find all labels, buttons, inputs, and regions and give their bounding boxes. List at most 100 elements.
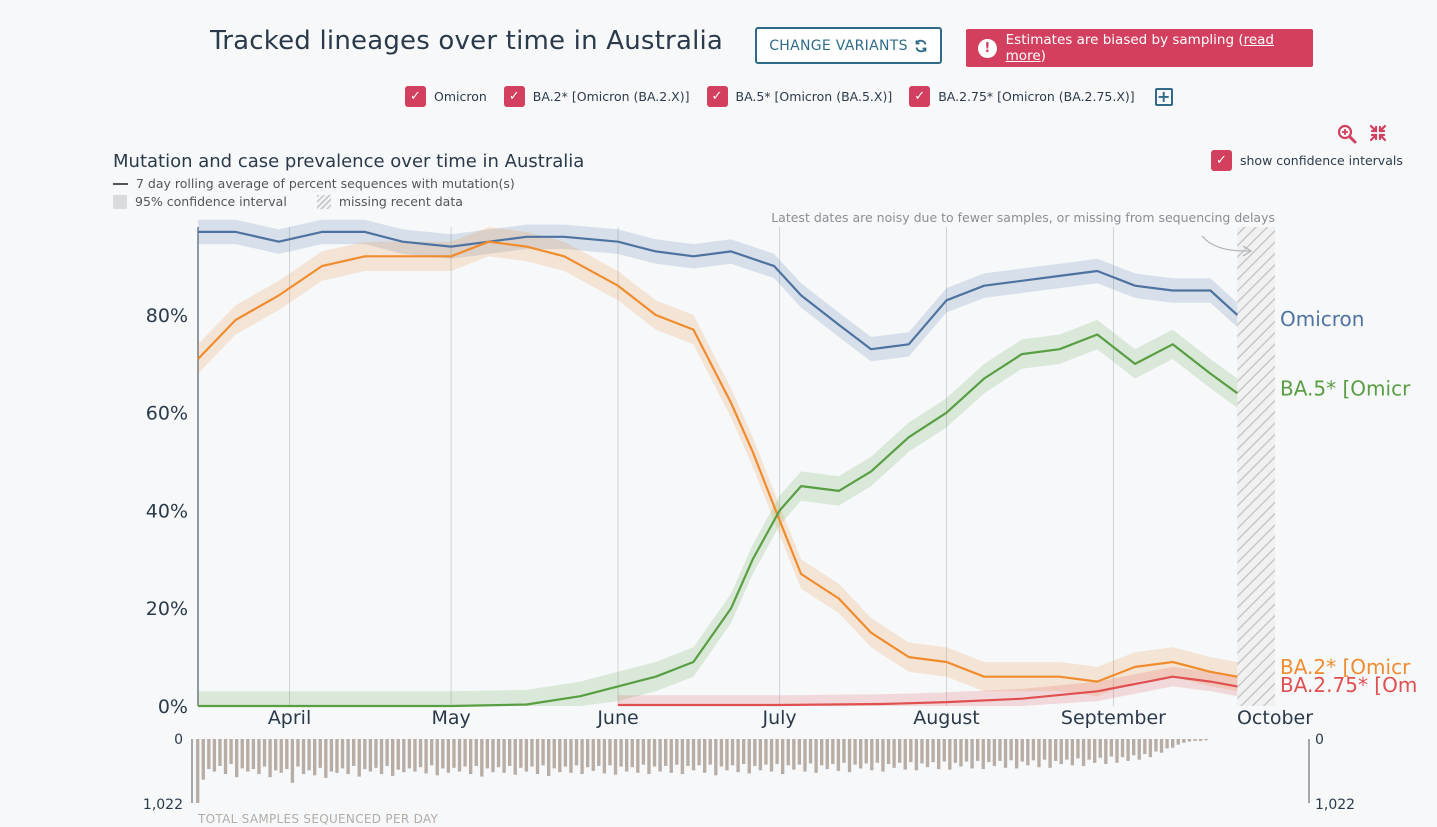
sample-bar: [223, 739, 228, 775]
y-tick-label: 0%: [158, 696, 188, 718]
sample-bar: [446, 739, 451, 773]
sample-bar: [519, 739, 523, 768]
sample-bar: [262, 739, 267, 767]
sample-bar: [1081, 739, 1086, 766]
sample-bar: [569, 739, 573, 773]
sample-bar: [1204, 739, 1208, 741]
sample-bar: [1059, 739, 1063, 765]
sample-bar: [329, 739, 334, 772]
sample-bar: [435, 739, 439, 776]
ci-band: [198, 219, 1238, 362]
sample-bar: [814, 739, 818, 773]
sample-bar: [1171, 739, 1175, 748]
change-variants-button[interactable]: CHANGE VARIANTS: [755, 27, 942, 64]
sample-bar: [385, 739, 389, 766]
sample-bar: [541, 739, 545, 766]
sample-bar: [964, 739, 969, 762]
sample-bar: [1154, 739, 1158, 752]
sample-bar: [1026, 739, 1030, 766]
checkbox-checked-icon[interactable]: ✓: [405, 86, 426, 107]
y-tick-label: 60%: [146, 403, 188, 425]
x-tick-label: June: [596, 707, 638, 729]
sample-bar: [870, 739, 874, 771]
sample-bar: [502, 739, 506, 773]
checkbox-checked-icon[interactable]: ✓: [909, 86, 931, 107]
annotation-arrowhead: [1242, 245, 1253, 257]
sample-bar: [675, 739, 679, 765]
sample-bar: [1042, 739, 1047, 760]
sample-bar: [547, 739, 551, 776]
checkbox-checked-icon[interactable]: ✓: [1211, 150, 1232, 171]
sample-bar: [368, 739, 373, 772]
sample-bar: [1148, 739, 1153, 758]
series-end-label: BA.5* [Omicr: [1280, 376, 1411, 400]
sample-bar: [1187, 739, 1192, 742]
sample-bar: [797, 739, 802, 765]
sample-bar: [246, 739, 250, 772]
x-tick-label: July: [761, 707, 796, 729]
sample-bar: [391, 739, 395, 776]
sample-bar: [875, 739, 880, 763]
x-tick-label: May: [431, 707, 470, 729]
sample-bar: [808, 739, 813, 764]
checkbox-checked-icon[interactable]: ✓: [706, 86, 728, 107]
sample-bar: [508, 739, 512, 766]
sample-bar: [1009, 739, 1013, 761]
sample-bar: [625, 739, 629, 772]
sample-bar: [340, 739, 345, 769]
zoom-in-icon[interactable]: [1337, 124, 1357, 144]
sample-bar: [1165, 739, 1169, 749]
sample-bar: [836, 739, 841, 771]
variant-selector: ✓ Omicron ✓ BA.2* [Omicron (BA.2.X)] ✓ B…: [405, 86, 1173, 107]
sample-bar: [781, 739, 785, 775]
variant-omicron[interactable]: ✓ Omicron: [405, 86, 487, 107]
checkbox-checked-icon[interactable]: ✓: [503, 86, 525, 107]
sample-bar: [909, 739, 913, 763]
sample-bar: [313, 739, 317, 776]
variant-ba5[interactable]: ✓ BA.5* [Omicron (BA.5.X)]: [706, 86, 892, 107]
show-ci-toggle[interactable]: ✓ show confidence intervals: [1211, 150, 1403, 171]
sample-bar: [379, 739, 384, 775]
sampling-bias-warning: ! Estimates are biased by sampling (read…: [966, 29, 1313, 67]
legend-missing: missing recent data: [338, 194, 463, 209]
legend-row-1: 7 day rolling average of percent sequenc…: [113, 176, 515, 191]
sample-bar: [1193, 739, 1197, 741]
sample-bar: [268, 739, 272, 778]
sample-bar: [1020, 739, 1024, 762]
sample-bar: [524, 739, 529, 772]
sample-bar: [1120, 739, 1125, 758]
sample-bar: [914, 739, 919, 771]
variant-label: Omicron: [434, 89, 487, 104]
sample-bar: [669, 739, 673, 773]
sample-bar: [742, 739, 746, 765]
sample-bar: [513, 739, 517, 775]
sample-bar: [842, 739, 846, 763]
series-end-label: Omicron: [1280, 307, 1364, 331]
legend-row-2: 95% confidence interval missing recent d…: [113, 194, 463, 209]
compress-icon[interactable]: [1369, 124, 1387, 142]
add-variant-plus-icon[interactable]: +: [1154, 87, 1173, 106]
sample-bar: [853, 739, 857, 765]
variant-ba2[interactable]: ✓ BA.2* [Omicron (BA.2.X)]: [503, 86, 690, 107]
y-tick-label: 20%: [146, 598, 188, 620]
sample-bar: [1015, 739, 1019, 769]
read-more-link[interactable]: read more: [1005, 32, 1274, 64]
sample-bar: [608, 739, 612, 766]
sample-bar: [296, 739, 300, 767]
sample-bar: [1109, 739, 1114, 757]
sample-bar: [463, 739, 467, 767]
sample-bar: [937, 739, 941, 770]
sample-bar: [641, 739, 646, 765]
sample-bar: [485, 739, 490, 769]
sample-bar: [664, 739, 668, 766]
sample-bar: [480, 739, 484, 777]
sample-bar: [981, 739, 985, 770]
series-line: [618, 675, 1238, 707]
sample-bar: [363, 739, 367, 770]
variant-ba275[interactable]: ✓ BA.2.75* [Omicron (BA.2.75.X)]: [909, 86, 1135, 107]
sample-bar: [552, 739, 556, 769]
sample-bar: [1087, 739, 1091, 760]
sample-bar: [725, 739, 729, 771]
sample-bar: [496, 739, 501, 768]
sample-bar: [1137, 739, 1141, 760]
